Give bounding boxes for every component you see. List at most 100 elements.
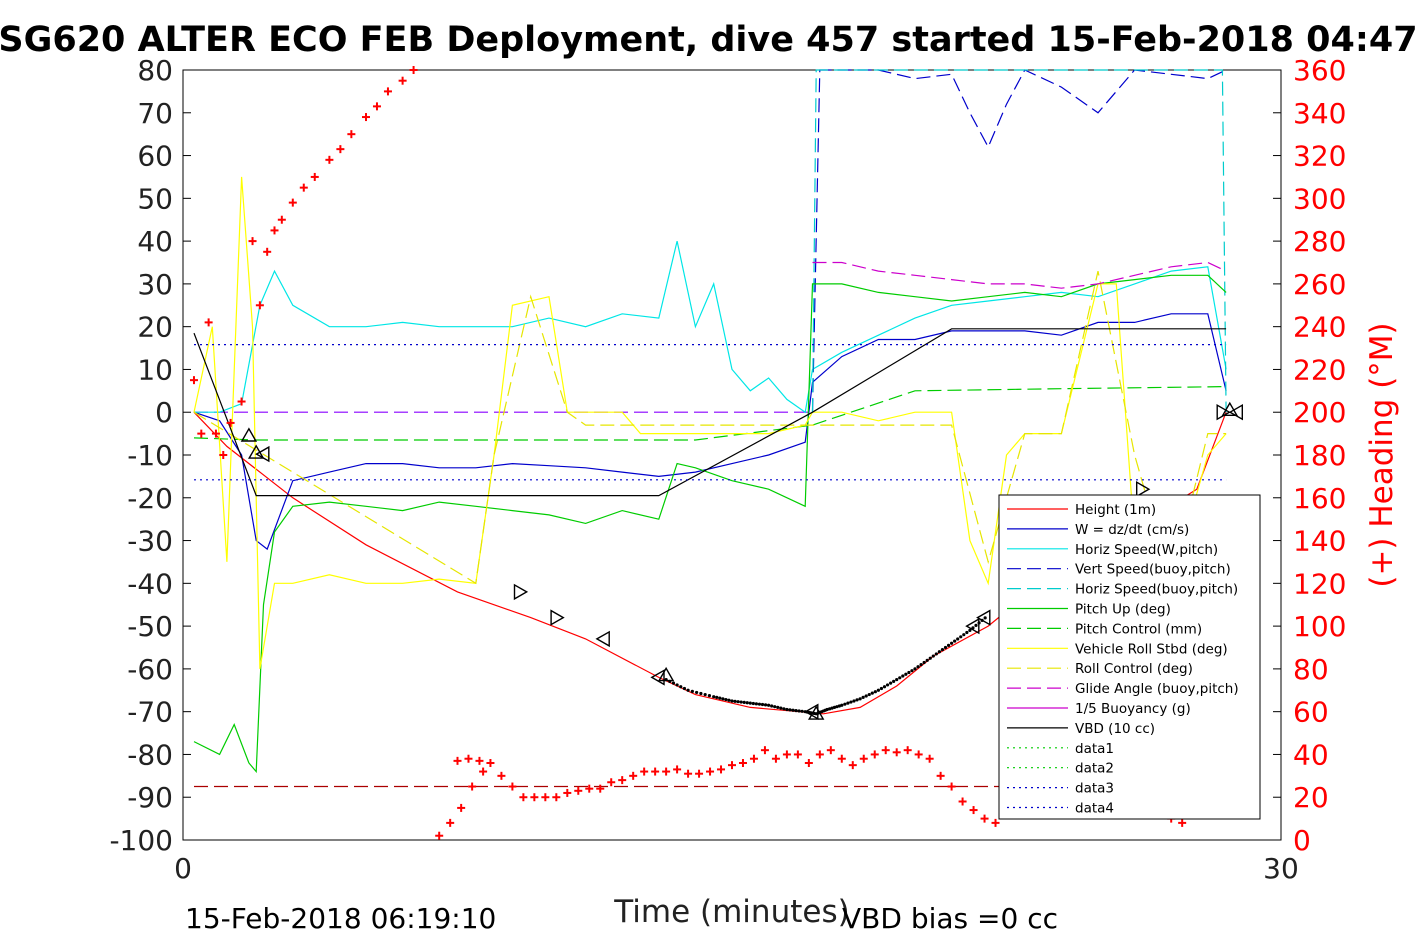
vbd-dot: [840, 703, 844, 707]
vbd-dot: [907, 670, 911, 675]
x-axis-label: Time (minutes): [613, 894, 849, 930]
vbd-dot: [892, 679, 896, 683]
vbd-dot: [846, 701, 850, 705]
heading-point: [848, 761, 857, 770]
legend-label: Vert Speed(buoy,pitch): [1075, 562, 1231, 578]
left-tick-label: 70: [137, 97, 173, 130]
vbd-dot: [943, 645, 948, 650]
vbd-dot: [718, 696, 722, 700]
right-tick-label: 20: [1293, 781, 1329, 814]
left-tick-label: 50: [137, 182, 173, 215]
heading-point: [629, 771, 638, 780]
heading-point: [563, 788, 572, 797]
vbd-dot: [876, 688, 881, 692]
legend-label: Height (1m): [1075, 502, 1156, 518]
heading-point: [325, 155, 334, 164]
series-line-4: [811, 69, 1227, 413]
vbd-dot: [754, 702, 759, 706]
series-line-7: [193, 176, 1227, 670]
heading-point: [892, 748, 901, 757]
heading-point: [881, 746, 890, 755]
heading-point: [226, 418, 235, 427]
vbd-dot: [675, 683, 679, 687]
heading-point: [398, 76, 407, 85]
left-tick-label: -40: [127, 567, 173, 600]
dive-marker: [1135, 480, 1151, 498]
x-tick-label: 0: [174, 852, 192, 885]
heading-point: [486, 759, 495, 767]
heading-point: [497, 771, 506, 780]
chart-title: SG620 ALTER ECO FEB Deployment, dive 457…: [0, 20, 1417, 60]
heading-point: [197, 429, 206, 438]
vbd-dot: [779, 706, 783, 710]
dive-marker: [595, 630, 610, 648]
vbd-dot: [873, 690, 877, 694]
left-tick-label: -90: [127, 781, 173, 814]
vbd-dot: [937, 650, 942, 654]
vbd-dot: [895, 677, 899, 682]
vbd-dot: [739, 700, 743, 704]
vbd-dot: [686, 688, 690, 692]
heading-point: [288, 198, 297, 207]
heading-point: [189, 376, 198, 385]
dive-marker: [976, 609, 991, 626]
legend-label: Glide Angle (buoy,pitch): [1075, 681, 1239, 697]
left-tick-label: -60: [127, 653, 173, 686]
right-tick-label: 340: [1293, 97, 1346, 130]
vbd-dot: [849, 700, 853, 704]
right-tick-label: 80: [1293, 653, 1329, 686]
left-tick-label: 30: [137, 268, 173, 301]
heading-point: [859, 754, 868, 763]
vbd-dot: [788, 708, 792, 712]
vbd-dot: [695, 690, 699, 695]
vbd-dot: [922, 660, 926, 665]
left-tick-label: 60: [137, 140, 173, 173]
series-line-6: [193, 386, 1227, 441]
heading-point: [618, 776, 627, 785]
vbd-dot: [757, 702, 762, 706]
vbd-dot: [736, 700, 740, 704]
vbd-dot: [946, 643, 951, 647]
heading-point: [255, 301, 264, 310]
vbd-dot: [797, 709, 801, 713]
vbd-dot: [671, 681, 676, 685]
x-tick-label: 30: [1263, 852, 1299, 885]
dive-marker: [1228, 403, 1244, 421]
vbd-dot: [724, 697, 728, 702]
heading-point: [336, 145, 345, 154]
heading-point: [596, 784, 605, 793]
heading-point: [541, 793, 550, 802]
series-line-5: [193, 274, 1227, 774]
heading-point: [717, 765, 726, 774]
heading-point: [958, 797, 967, 806]
dive-marker: [657, 666, 675, 682]
heading-point: [969, 806, 978, 815]
heading-point: [991, 818, 1000, 827]
heading-point: [383, 87, 392, 96]
vbd-dot: [919, 663, 923, 667]
vbd-dot: [748, 701, 752, 705]
left-tick-label: -100: [109, 824, 173, 857]
vbd-dot: [956, 637, 960, 641]
heading-point: [574, 786, 583, 795]
heading-point: [464, 754, 473, 763]
vbd-dot: [682, 686, 687, 691]
heading-point: [837, 754, 846, 763]
left-tick-label: -10: [127, 439, 173, 472]
vbd-dot: [940, 648, 945, 652]
vbd-dot: [721, 697, 725, 701]
heading-point: [980, 814, 989, 823]
heading-point: [219, 451, 228, 459]
heading-point: [453, 756, 462, 765]
heading-point: [508, 782, 517, 791]
right-axis-ticks: 3603403203002802602402202001801601401201…: [1273, 54, 1346, 857]
heading-point: [782, 750, 791, 759]
heading-point: [793, 750, 802, 759]
legend-label: data2: [1075, 761, 1114, 777]
vbd-dot: [953, 639, 957, 643]
left-tick-label: -20: [127, 482, 173, 515]
vbd-dot: [776, 705, 780, 709]
heading-point: [211, 429, 220, 438]
heading-point: [519, 793, 528, 802]
vbd-dot: [791, 708, 795, 712]
